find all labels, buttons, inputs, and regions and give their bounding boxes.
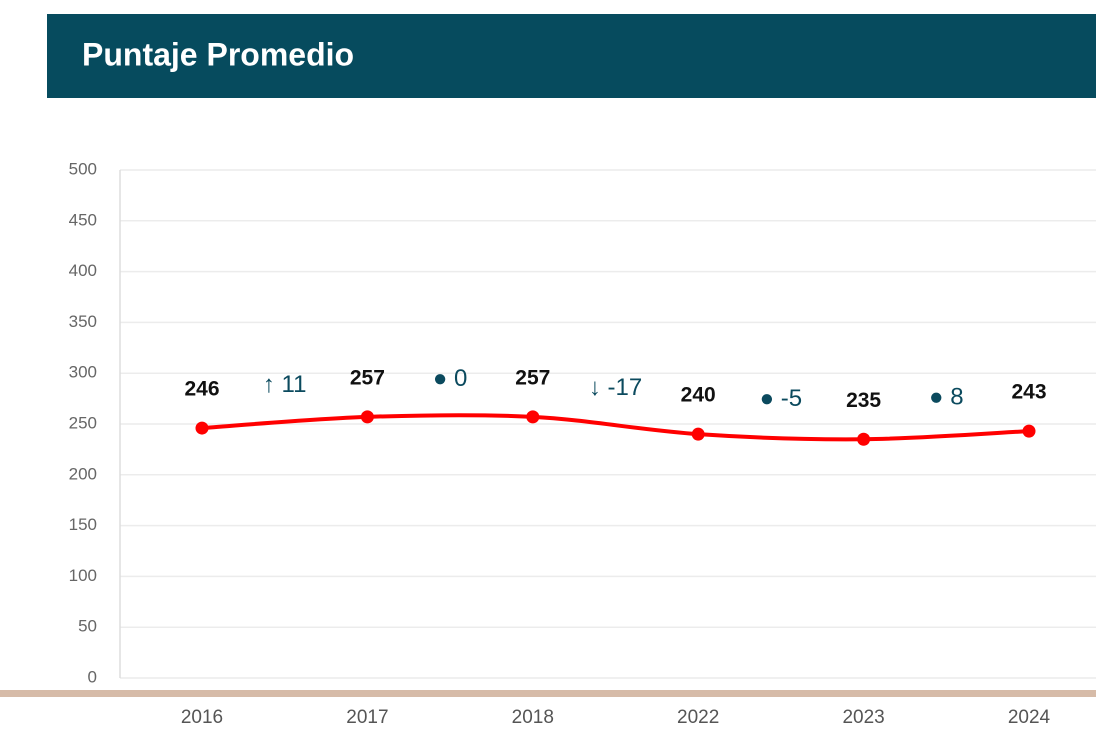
y-tick-label: 50	[78, 617, 97, 636]
change-annotation: ● 8	[929, 384, 964, 411]
y-tick-label: 500	[69, 159, 97, 178]
y-tick-label: 350	[69, 312, 97, 331]
x-tick-label: 2023	[842, 707, 884, 728]
plot: 2016 2017 2018 2022 2023 2024 246 257 257 240 235 2…	[181, 365, 1051, 728]
point	[691, 427, 705, 441]
y-tick-label: 450	[69, 210, 97, 229]
x-tick-label: 2018	[512, 707, 554, 728]
chart-title: Puntaje Promedio	[82, 36, 354, 72]
change-annotation: ● -5	[760, 385, 803, 412]
data-label: 257	[350, 366, 385, 389]
point	[1022, 424, 1036, 438]
y-tick-label: 150	[69, 515, 97, 534]
x-tick-label: 2024	[1008, 707, 1051, 728]
x-tick-label: 2022	[677, 707, 719, 728]
change-annotation: ● 0	[433, 365, 468, 392]
data-label: 240	[681, 384, 716, 407]
y-tick-label: 400	[69, 261, 97, 280]
line	[201, 413, 1030, 442]
y-tick-label: 200	[69, 464, 97, 483]
x-tick-label: 2017	[346, 707, 388, 728]
point	[526, 410, 540, 424]
point	[857, 432, 871, 446]
y-tick-label: 0	[88, 667, 97, 686]
grid: 0 50 100 150 200 250 300 350 400 450 500	[69, 159, 1096, 686]
change-annotation: ↓ -17	[589, 374, 642, 401]
y-tick-label: 300	[69, 363, 97, 382]
divider	[0, 690, 1096, 697]
data-label: 257	[515, 366, 550, 389]
data-label: 235	[846, 389, 881, 412]
data-label: 246	[184, 378, 219, 401]
y-tick-label: 250	[69, 413, 97, 432]
x-tick-label: 2016	[181, 707, 223, 728]
point	[195, 421, 209, 435]
header-band	[47, 14, 1096, 98]
change-annotation: ↑ 11	[263, 371, 307, 398]
y-tick-label: 100	[69, 566, 97, 585]
data-label: 243	[1011, 381, 1046, 404]
point	[360, 410, 374, 424]
